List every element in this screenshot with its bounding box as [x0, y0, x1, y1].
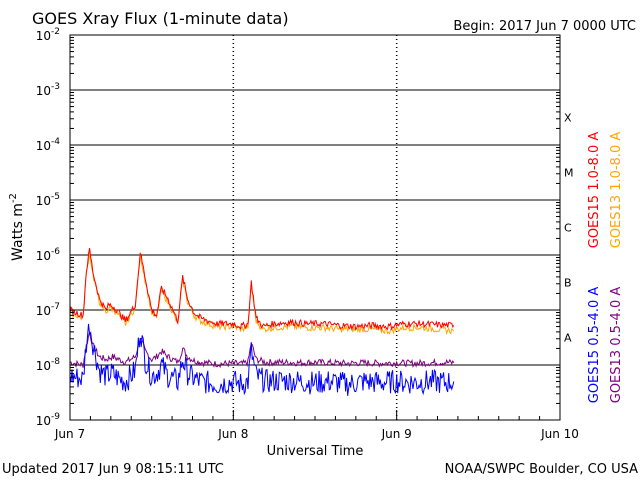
- x-tick-label: Jun 9: [381, 427, 412, 441]
- flare-class-X: X: [564, 112, 572, 125]
- x-tick-label: Jun 8: [217, 427, 248, 441]
- legend-entry-0: GOES15 1.0-8.0 A: [587, 132, 602, 249]
- y-tick-label: 10-8: [36, 357, 61, 373]
- chart-title: GOES Xray Flux (1-minute data): [32, 9, 289, 28]
- y-tick-labels: 10-9 10-8 10-7 10-6 10-5 10-4 10-3 10-2: [36, 27, 61, 428]
- legend-entry-2: GOES15 0.5-4.0 A: [587, 287, 602, 404]
- series-line-1: [69, 251, 455, 336]
- axis-ticks: [69, 37, 561, 421]
- y-tick-label: 10-5: [36, 192, 60, 208]
- y-tick-label: 10-2: [36, 27, 60, 43]
- x-axis-label: Universal Time: [267, 444, 364, 459]
- y-tick-label: 10-3: [36, 82, 60, 98]
- series-layer: [69, 248, 455, 396]
- legend: GOES15 1.0-8.0 A GOES13 1.0-8.0 A GOES15 0…: [587, 132, 624, 404]
- series-line-2: [69, 323, 455, 396]
- day-boundary-gridlines: [232, 35, 398, 420]
- updated-time: Updated 2017 Jun 9 08:15:11 UTC: [2, 462, 224, 477]
- flare-class-A: A: [564, 332, 572, 345]
- y-axis-label: Watts m-2: [8, 193, 26, 261]
- x-tick-label: Jun 10: [540, 427, 579, 441]
- y-tick-label: 10-4: [36, 137, 61, 153]
- series-line-3: [69, 331, 455, 369]
- flare-class-C: C: [564, 222, 572, 235]
- credit: NOAA/SWPC Boulder, CO USA: [445, 462, 638, 477]
- y-tick-label: 10-6: [36, 247, 61, 263]
- x-tick-labels: Jun 7 Jun 8 Jun 9 Jun 10: [54, 427, 579, 441]
- y-tick-label: 10-9: [36, 412, 61, 428]
- decade-gridlines: [70, 89, 560, 366]
- flare-class-labels: A B C M X: [564, 112, 574, 345]
- flare-class-B: B: [564, 277, 572, 290]
- y-axis-label-text: Watts m: [10, 203, 26, 261]
- legend-entry-3: GOES13 0.5-4.0 A: [609, 287, 624, 404]
- legend-entry-1: GOES13 1.0-8.0 A: [609, 132, 624, 249]
- begin-time: Begin: 2017 Jun 7 0000 UTC: [453, 19, 636, 34]
- series-line-0: [69, 248, 455, 331]
- y-tick-label: 10-7: [36, 302, 60, 318]
- x-tick-label: Jun 7: [54, 427, 85, 441]
- flare-class-M: M: [564, 167, 574, 180]
- y-axis-label-exp: -2: [8, 193, 19, 203]
